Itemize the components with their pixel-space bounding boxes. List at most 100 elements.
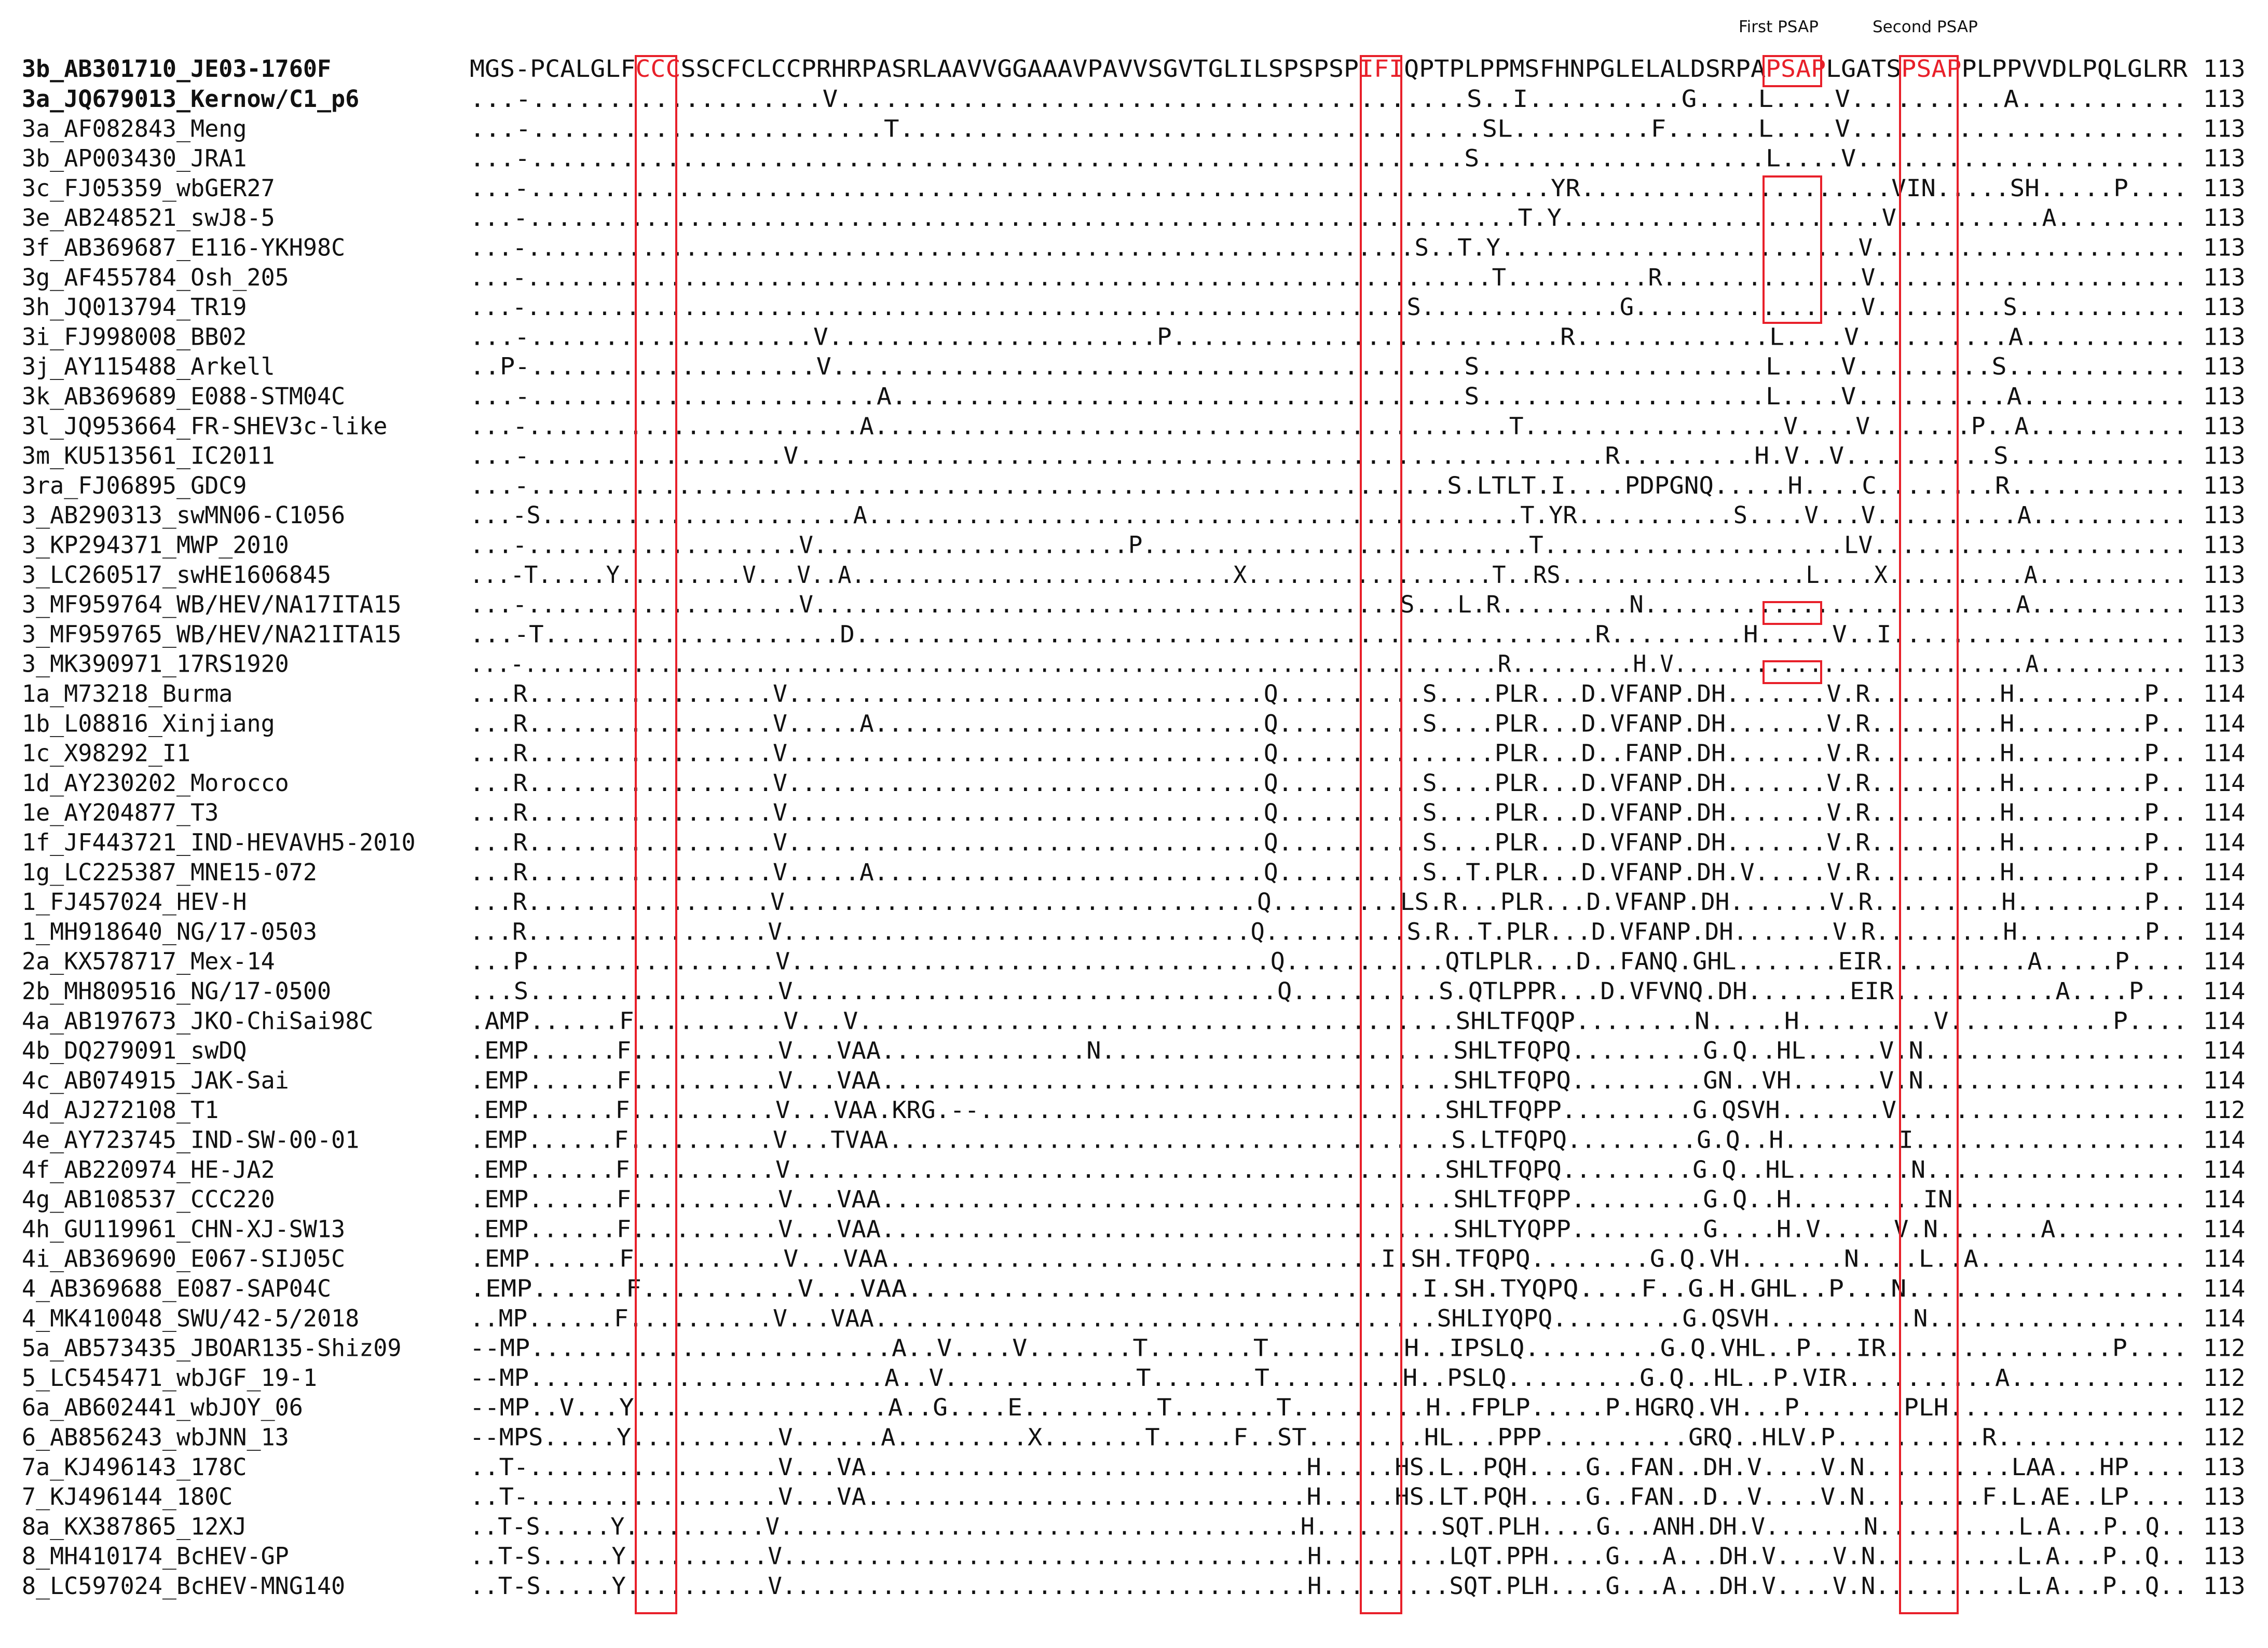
strain-name: 5a_AB573435_JBOAR135-Shiz09	[22, 1334, 402, 1362]
strain-name: 8_LC597024_BcHEV-MNG140	[22, 1572, 345, 1600]
strain-name: 1f_JF443721_IND-HEVAVH5-2010	[22, 829, 416, 856]
sequence-length: 114	[2203, 1275, 2245, 1302]
strain-name: 1a_M73218_Burma	[22, 680, 233, 707]
reference-highlight-psap: PSAP	[1901, 55, 1961, 83]
sequence-length: 113	[2203, 532, 2245, 559]
sequence-length: 114	[2203, 1304, 2245, 1332]
sequence-length: 113	[2203, 1543, 2245, 1570]
aligned-sequence: ...-....................................…	[470, 174, 2188, 202]
strain-name: 8_MH410174_BcHEV-GP	[22, 1543, 289, 1570]
strain-name: 1g_LC225387_MNE15-072	[22, 859, 317, 886]
reference-highlight-ifi: IFI	[1359, 55, 1404, 83]
aligned-sequence: ...R.................V..................…	[470, 769, 2188, 797]
sequence-length: 113	[2203, 501, 2245, 529]
first-psap-gap-box-3c-3h	[1763, 175, 1822, 324]
sequence-length: 112	[2203, 1424, 2245, 1451]
strain-name: 3a_AF082843_Meng	[22, 115, 247, 142]
aligned-sequence: ...-....................................…	[470, 264, 2188, 291]
reference-sequence: MGS-PCALGLF CCC SSCFCLCCPRHRPASRLAAVVGGAAA…	[470, 55, 2188, 83]
strain-name: 5_LC545471_wbJGF_19-1	[22, 1364, 317, 1392]
sequence-length: 113	[2203, 85, 2245, 113]
aligned-sequence: ...-....................................…	[470, 234, 2188, 262]
aligned-sequence: ...-.......................A............…	[470, 383, 2188, 410]
sequence-length: 114	[2203, 680, 2245, 707]
strain-name: 3e_AB248521_swJ8-5	[22, 204, 275, 231]
strain-name: 4h_GU119961_CHN-XJ-SW13	[22, 1215, 345, 1243]
aligned-sequence: --MP..V...Y.................A..G....E...…	[470, 1394, 2188, 1421]
first-psap-gap-box-17rs	[1763, 660, 1822, 684]
aligned-sequence: --MP........................A..V........…	[470, 1364, 2188, 1392]
sequence-length: 113	[2203, 1453, 2245, 1481]
sequence-length: 114	[2203, 710, 2245, 737]
first-psap-gap-box-na17	[1763, 601, 1822, 625]
sequence-length: 114	[2203, 769, 2245, 797]
strain-name: 6a_AB602441_wbJOY_06	[22, 1394, 303, 1421]
aligned-sequence: ...-T.....Y.........V...V..A............…	[470, 561, 2188, 589]
sequence-length: 114	[2203, 1067, 2245, 1094]
aligned-sequence: ...-....................................…	[470, 204, 2188, 231]
sequence-length: 112	[2203, 1364, 2245, 1392]
aligned-sequence: .EMP......F..........V...VAA............…	[470, 1215, 2188, 1243]
aligned-sequence: ..T-.................V...VA.............…	[470, 1453, 2188, 1481]
aligned-sequence: .EMP......F..........V...TVAA...........…	[470, 1126, 2188, 1154]
strain-name: 3_KP294371_MWP_2010	[22, 532, 289, 559]
strain-name: 1b_L08816_Xinjiang	[22, 710, 275, 737]
aligned-sequence: .EMP......F..........V...VAA............…	[470, 1067, 2188, 1094]
strain-name: 3_MF959764_WB/HEV/NA17ITA15	[22, 591, 402, 618]
aligned-sequence: .EMP......F..........V...VAA............…	[470, 1245, 2188, 1273]
strain-name: 4f_AB220974_HE-JA2	[22, 1156, 275, 1183]
alignment-rows: 3a_JQ679013_Kernow/C1_p6 ...-............…	[22, 85, 2245, 1600]
aligned-sequence: ...R.................V..................…	[470, 918, 2188, 945]
aligned-sequence: .EMP......F..........V...VAA............…	[470, 1275, 2188, 1302]
strain-name: 4g_AB108537_CCC220	[22, 1186, 275, 1213]
reference-segment: PLPPVVDLPQLGLRR	[1961, 55, 2188, 83]
aligned-sequence: ..MP......F..........V...VAA............…	[470, 1304, 2188, 1332]
aligned-sequence: ...-T....................D..............…	[470, 620, 2188, 648]
strain-name: 3_MK390971_17RS1920	[22, 650, 289, 678]
sequence-length: 114	[2203, 1215, 2245, 1243]
aligned-sequence: ...P.................V..................…	[470, 948, 2188, 975]
aligned-sequence: --MP........................A..V....V...…	[470, 1334, 2188, 1362]
strain-name: 4_MK410048_SWU/42-5/2018	[22, 1304, 359, 1332]
sequence-length: 114	[2203, 948, 2245, 975]
sequence-length: 114	[2203, 918, 2245, 945]
aligned-sequence: ..T-S.....Y..........V..................…	[470, 1513, 2188, 1540]
strain-name: 3_LC260517_swHE1606845	[22, 561, 331, 589]
reference-highlight-ccc: CCC	[635, 55, 680, 83]
sequence-length: 114	[2203, 859, 2245, 886]
sequence-length: 113	[2203, 145, 2245, 172]
sequence-length: 113	[2203, 115, 2245, 142]
aligned-sequence: ...-....................................…	[470, 472, 2188, 499]
aligned-sequence: .AMP......F..........V...V..............…	[470, 1007, 2188, 1034]
aligned-sequence: ...R.................V..................…	[470, 740, 2188, 767]
first-psap-label: First PSAP	[1739, 18, 1819, 36]
sequence-length: 114	[2203, 888, 2245, 916]
sequence-length: 114	[2203, 1037, 2245, 1065]
sequence-length: 112	[2203, 1096, 2245, 1124]
aligned-sequence: ...R.................V.....A............…	[470, 710, 2188, 737]
strain-name: 3j_AY115488_Arkell	[22, 353, 275, 380]
aligned-sequence: ...-....................................…	[470, 650, 2188, 678]
aligned-sequence: ...R.................V.....A............…	[470, 859, 2188, 886]
strain-name: 3g_AF455784_Osh_205	[22, 264, 289, 291]
strain-name: 4_AB369688_E087-SAP04C	[22, 1275, 331, 1302]
strain-name: 3ra_FJ06895_GDC9	[22, 472, 247, 499]
sequence-length: 114	[2203, 1186, 2245, 1213]
strain-name: 1d_AY230202_Morocco	[22, 769, 289, 797]
strain-name: 3m_KU513561_IC2011	[22, 442, 275, 470]
aligned-sequence: ...-...................V................…	[470, 85, 2188, 113]
sequence-length: 112	[2203, 1334, 2245, 1362]
strain-name: 3h_JQ013794_TR19	[22, 293, 247, 321]
aligned-sequence: ...-S......................A............…	[470, 501, 2188, 529]
strain-name: 3i_FJ998008_BB02	[22, 323, 247, 350]
aligned-sequence: ..T-.................V...VA.............…	[470, 1483, 2188, 1510]
sequence-length: 113	[2203, 650, 2245, 678]
sequence-length: 113	[2203, 591, 2245, 618]
aligned-sequence: ...-....................................…	[470, 145, 2188, 172]
aligned-sequence: ...R.................V..................…	[470, 888, 2188, 916]
sequence-length: 113	[2203, 442, 2245, 470]
sequence-length: 113	[2203, 412, 2245, 440]
ccc-column-box	[635, 55, 677, 1614]
strain-name: 2b_MH809516_NG/17-0500	[22, 977, 331, 1005]
